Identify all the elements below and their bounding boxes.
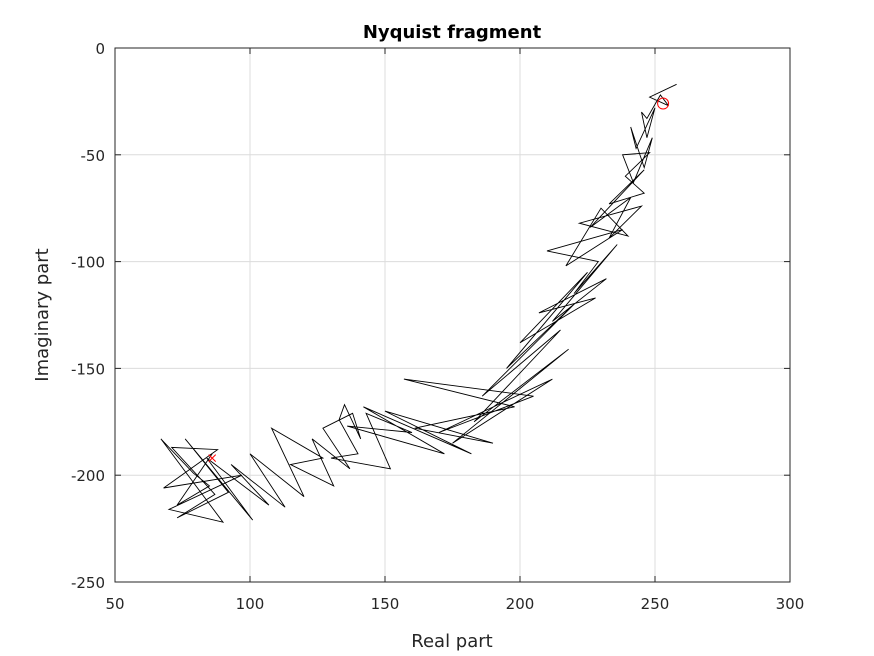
plot-area: 50 100 150 200 250 300 0 -50 -100 -150 -200 -250 bbox=[71, 40, 804, 613]
y-tick-label: -100 bbox=[71, 254, 105, 272]
end-circle-marker bbox=[657, 97, 670, 110]
y-tick-label: -200 bbox=[71, 467, 105, 485]
grid-layer bbox=[114, 47, 791, 583]
axes-background bbox=[115, 48, 790, 582]
y-tick-label: 0 bbox=[95, 40, 105, 58]
y-tick-label: -150 bbox=[71, 360, 105, 378]
x-tick-label: 300 bbox=[776, 595, 805, 613]
y-tick-label: -50 bbox=[81, 147, 106, 165]
marker-layer bbox=[208, 97, 670, 462]
x-tick-label: 50 bbox=[105, 595, 124, 613]
series-line bbox=[160, 83, 677, 523]
series-layer bbox=[160, 83, 677, 523]
chart-title: Nyquist fragment bbox=[363, 22, 542, 43]
y-tick-label: -250 bbox=[71, 574, 105, 592]
x-tick-label: 250 bbox=[641, 595, 670, 613]
x-axis-label: Real part bbox=[411, 631, 492, 652]
x-tick-label: 200 bbox=[506, 595, 535, 613]
axes-frame bbox=[114, 47, 791, 583]
start-cross-marker bbox=[208, 454, 217, 462]
x-tick-label: 100 bbox=[236, 595, 265, 613]
x-tick-label: 150 bbox=[371, 595, 400, 613]
tick-layer: 50 100 150 200 250 300 0 -50 -100 -150 -200 -250 bbox=[71, 40, 804, 613]
y-axis-label: Imaginary part bbox=[32, 248, 53, 381]
